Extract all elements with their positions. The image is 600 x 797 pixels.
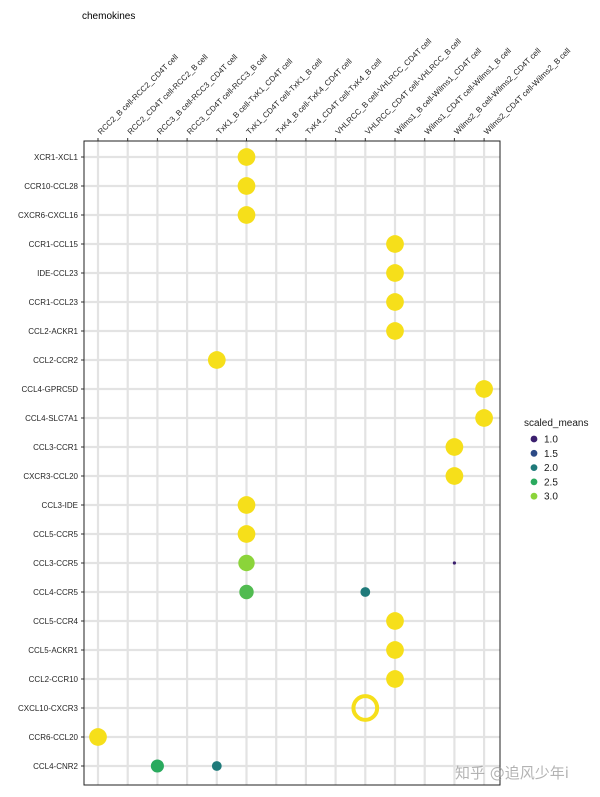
y-tick-label: CCL2-CCR2: [33, 356, 78, 365]
legend-label: 2.5: [544, 477, 558, 488]
y-tick-label: CCL4-CCR5: [33, 588, 78, 597]
data-point: [211, 761, 222, 771]
legend-swatch: [530, 449, 538, 457]
data-point: [89, 728, 107, 746]
y-tick-label: CXCR6-CXCL16: [18, 211, 79, 220]
y-tick-label: CXCL10-CXCR3: [18, 704, 79, 713]
legend-swatch: [530, 492, 538, 500]
legend-swatch: [530, 464, 538, 471]
panel-border: [83, 140, 501, 786]
y-axis-tick-labels: XCR1-XCL1 CCR10-CCL28 CXCR6-CXCL16 CCR1-CCL…: [18, 153, 84, 771]
legend-title: scaled_means: [524, 418, 588, 429]
data-point: [239, 584, 254, 600]
data-points: [89, 148, 493, 773]
data-point: [237, 206, 256, 224]
data-point: [452, 561, 456, 565]
y-tick-label: CCL4-SLC7A1: [25, 414, 78, 423]
y-tick-label: CCL5-ACKR1: [28, 646, 78, 655]
y-tick-label: CCR10-CCL28: [24, 182, 78, 191]
y-tick-label: CCR1-CCL15: [29, 240, 79, 249]
legend-swatch: [530, 435, 538, 443]
chart-title: chemokines: [82, 11, 135, 22]
y-tick-label: CCR1-CCL23: [29, 298, 79, 307]
data-point: [386, 612, 404, 630]
legend: scaled_means 1.0 1.5 2.0 2.5 3.0: [524, 418, 588, 503]
y-tick-label: CCL4-GPRC5D: [22, 385, 79, 394]
data-point: [445, 438, 464, 456]
data-point: [386, 235, 404, 253]
data-point: [360, 587, 371, 597]
data-point: [207, 351, 226, 369]
y-tick-label: CCL4-CNR2: [33, 762, 78, 771]
y-tick-label: CXCR3-CCL20: [23, 472, 78, 481]
legend-label: 1.0: [544, 435, 558, 446]
data-point: [386, 264, 404, 282]
legend-label: 3.0: [544, 492, 558, 503]
data-point: [475, 380, 493, 398]
y-tick-label: CCL2-CCR10: [29, 675, 79, 684]
y-tick-label: XCR1-XCL1: [34, 153, 79, 162]
legend-label: 2.0: [544, 463, 558, 474]
data-point: [237, 177, 256, 195]
y-tick-label: CCL3-CCR1: [33, 443, 78, 452]
legend-swatch: [530, 478, 538, 486]
y-tick-label: CCL5-CCR4: [33, 617, 78, 626]
watermark-text: 知乎 @追风少年i: [455, 764, 569, 782]
y-tick-label: CCL3-IDE: [42, 501, 78, 510]
legend-label: 1.5: [544, 449, 558, 460]
y-tick-label: CCL5-CCR5: [33, 530, 78, 539]
data-point: [386, 293, 404, 311]
grid-lines: [84, 141, 500, 785]
data-point: [150, 759, 164, 773]
y-tick-label: CCL2-ACKR1: [28, 327, 78, 336]
data-point: [238, 554, 255, 572]
data-point: [445, 467, 464, 485]
data-point: [475, 409, 493, 427]
data-point: [237, 525, 256, 543]
data-point: [237, 148, 256, 166]
data-point: [386, 322, 404, 340]
data-point: [386, 670, 404, 688]
data-point: [351, 694, 380, 722]
y-tick-label: CCL3-CCR5: [33, 559, 78, 568]
data-point: [237, 496, 256, 514]
y-tick-label: IDE-CCL23: [37, 269, 78, 278]
y-tick-label: CCR6-CCL20: [29, 733, 79, 742]
data-point: [386, 641, 404, 659]
